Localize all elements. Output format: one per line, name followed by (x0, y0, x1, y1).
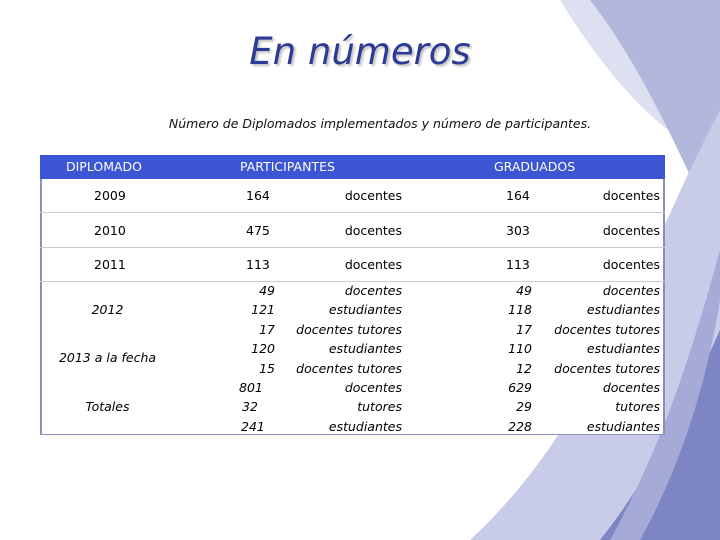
graduates-count: 303 (506, 223, 530, 238)
table-header-row (40, 155, 665, 179)
row-year: 2010 (94, 223, 126, 238)
graduates-type: estudiantes (586, 418, 660, 434)
row-year: 2009 (94, 188, 126, 203)
participants-count-list: 49 121 17 120 15 801 32 241 (235, 281, 275, 436)
participants-type: tutores (357, 399, 402, 415)
graduates-count: 113 (506, 257, 530, 272)
graduates-type: docentes (602, 379, 660, 395)
header-diplomado: DIPLOMADO (66, 159, 143, 174)
participants-type: docentes (344, 283, 402, 298)
participants-type: docentes (344, 379, 402, 395)
participants-count: 475 (246, 223, 270, 238)
graduates-count: 164 (506, 188, 530, 203)
participants-count: 17 (259, 321, 275, 337)
participants-type-list: docentes estudiantes docentes tutores es… (280, 281, 402, 436)
row-divider (40, 247, 665, 248)
header-graduados: GRADUADOS (494, 159, 576, 174)
graduates-count-list: 49 118 17 110 12 629 29 228 (490, 281, 532, 436)
graduates-type: docentes tutores (554, 360, 660, 376)
participants-count: 241 (241, 418, 265, 434)
participants-count: 49 (259, 283, 275, 298)
participants-count: 15 (259, 360, 275, 376)
graduates-count: 49 (516, 283, 532, 298)
row-year: 2011 (94, 257, 126, 272)
graduates-type: estudiantes (586, 302, 660, 318)
graduates-type: docentes (602, 188, 660, 203)
graduates-type: tutores (615, 399, 660, 415)
graduates-count: 12 (516, 360, 532, 376)
graduates-count: 118 (508, 302, 532, 318)
graduates-type: docentes (602, 283, 660, 298)
participants-type: docentes (344, 223, 402, 238)
participants-count: 32 (242, 399, 258, 415)
participants-type: estudiantes (328, 418, 402, 434)
participants-type: docentes (344, 188, 402, 203)
participants-type: estudiantes (328, 302, 402, 318)
participants-count: 113 (246, 257, 270, 272)
participants-count: 120 (251, 341, 275, 357)
graduates-count: 29 (516, 399, 532, 415)
participants-type: estudiantes (328, 341, 402, 357)
row-divider (40, 281, 665, 282)
graduates-count: 228 (508, 418, 532, 434)
participants-count: 164 (246, 188, 270, 203)
table-caption: Número de Diplomados implementados y núm… (168, 116, 592, 131)
graduates-count: 629 (508, 379, 532, 395)
header-participantes: PARTICIPANTES (240, 159, 335, 174)
graduates-count: 17 (516, 321, 532, 337)
row-divider (40, 212, 665, 213)
row-year: 2012 (91, 302, 124, 317)
row-period: 2013 a la fecha (58, 350, 157, 365)
totals-label: Totales (85, 399, 130, 414)
participants-count: 121 (251, 302, 275, 318)
graduates-type: estudiantes (586, 341, 660, 357)
page-title: En números (249, 30, 471, 73)
graduates-type: docentes (602, 257, 660, 272)
data-table (40, 155, 665, 435)
graduates-count: 110 (508, 341, 532, 357)
graduates-type-list: docentes estudiantes docentes tutores es… (540, 281, 660, 436)
participants-type: docentes (344, 257, 402, 272)
participants-count: 801 (239, 379, 263, 395)
graduates-type: docentes tutores (554, 321, 660, 337)
participants-type: docentes tutores (296, 360, 402, 376)
graduates-type: docentes (602, 223, 660, 238)
participants-type: docentes tutores (296, 321, 402, 337)
